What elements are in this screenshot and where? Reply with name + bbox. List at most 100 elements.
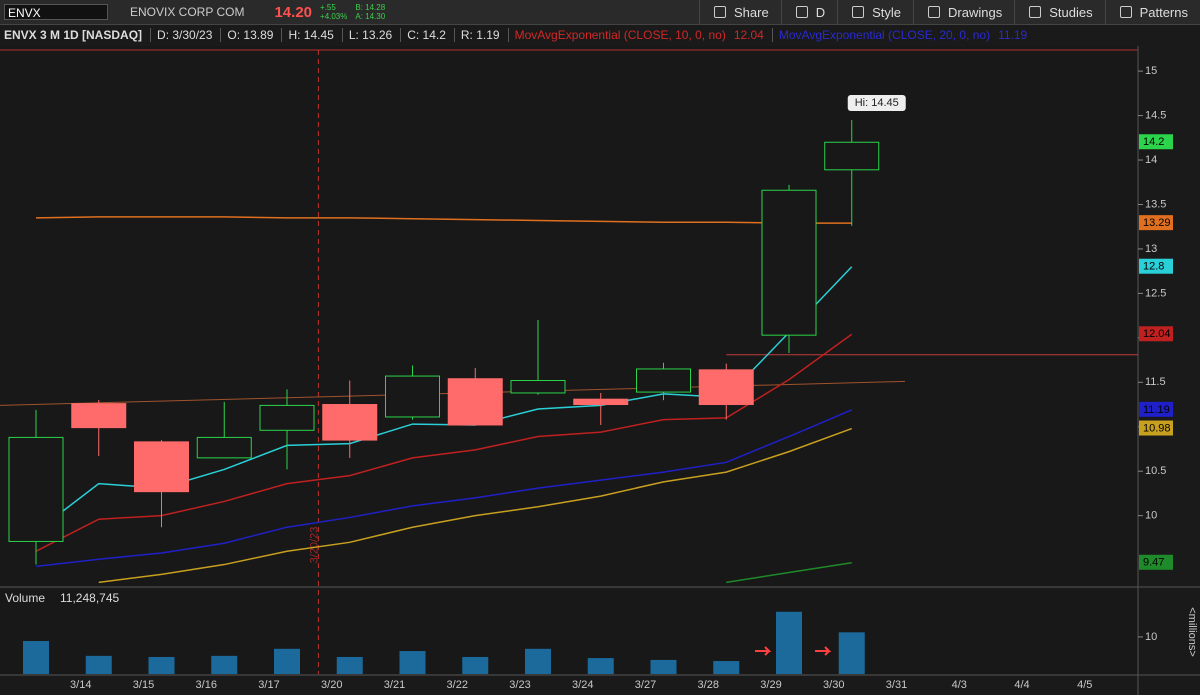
y-tick-label: 15 xyxy=(1145,65,1157,77)
x-tick-label: 3/24 xyxy=(572,679,593,691)
study-line xyxy=(35,333,853,552)
toolbar-button[interactable]: Patterns xyxy=(1104,0,1200,24)
arrow-icon xyxy=(815,646,832,656)
x-tick-label: 4/3 xyxy=(952,679,967,691)
price-label-box xyxy=(1139,258,1173,274)
toolbar-button[interactable]: Studies xyxy=(1014,0,1104,24)
x-tick-label: 3/27 xyxy=(635,679,656,691)
x-tick-label: 3/29 xyxy=(760,679,781,691)
y-tick-label: 14 xyxy=(1145,154,1157,166)
volume-panel xyxy=(0,590,1138,674)
study-line xyxy=(98,427,853,584)
y-tick-label: 14.5 xyxy=(1145,109,1166,121)
toolbar-button[interactable]: D xyxy=(780,0,837,24)
candle-body xyxy=(761,189,817,336)
price-label: 14.2 xyxy=(1143,136,1164,148)
ohlc-field: L: 13.26 xyxy=(341,28,392,42)
company-name: ENOVIX CORP COM xyxy=(130,5,245,19)
price-panel xyxy=(0,46,1138,586)
arrow-icon xyxy=(755,646,772,656)
volume-bar xyxy=(525,648,551,674)
bid-ask: B: 14.28 A: 14.30 xyxy=(355,3,385,21)
price-label: 11.19 xyxy=(1143,404,1170,416)
x-tick-label: 3/30 xyxy=(823,679,844,691)
price-label: 10.98 xyxy=(1143,422,1171,434)
candle-body xyxy=(447,378,503,426)
toolbar-buttons: Share D Style Drawings Studies Patterns xyxy=(699,0,1200,24)
volume-bar xyxy=(462,656,489,674)
y-tick-label: 12.5 xyxy=(1145,287,1166,299)
chart-symbol: ENVX 3 M 1D [NASDAQ] xyxy=(4,28,143,42)
volume-bar xyxy=(838,632,865,674)
study-line xyxy=(35,409,853,568)
volume-value: 11,248,745 xyxy=(60,591,119,605)
price-label: 13.29 xyxy=(1143,217,1171,229)
toolbar: ENVX ENOVIX CORP COM 14.20 +.55 +4.03% B:… xyxy=(0,0,1200,25)
candle-body xyxy=(196,436,252,459)
x-tick-label: 4/4 xyxy=(1014,679,1029,691)
candle-body xyxy=(698,369,754,406)
x-tick-label: 3/14 xyxy=(70,679,91,691)
x-tick-label: 4/5 xyxy=(1077,679,1092,691)
volume-title: Volume xyxy=(5,591,45,605)
ohlc-field: R: 1.19 xyxy=(453,28,500,42)
study-name: MovAvgExponential (CLOSE, 20, 0, no) xyxy=(771,28,990,42)
candle-body xyxy=(573,398,629,406)
price-label: 12.04 xyxy=(1143,328,1171,340)
volume-bar xyxy=(776,611,802,674)
candle-body xyxy=(636,368,691,393)
x-tick-label: 3/21 xyxy=(384,679,405,691)
x-tick-label: 3/28 xyxy=(698,679,719,691)
y-tick-label: 13 xyxy=(1145,243,1157,255)
high-label: Hi: 14.45 xyxy=(855,97,899,109)
toolbar-button[interactable]: Drawings xyxy=(913,0,1014,24)
symbol-input[interactable]: ENVX xyxy=(4,4,108,20)
x-tick-label: 3/22 xyxy=(447,679,468,691)
y-axis-label: <millions> xyxy=(1186,607,1198,657)
volume-bar xyxy=(211,655,238,674)
date-marker-label: 3/20/23 xyxy=(308,527,320,564)
toolbar-button[interactable]: Share xyxy=(699,0,781,24)
volume-bar xyxy=(274,648,300,674)
volume-bar xyxy=(336,656,363,674)
price-label-box xyxy=(1139,326,1173,342)
price-label-box xyxy=(1139,554,1173,570)
volume-bar xyxy=(85,655,112,674)
x-tick-label: 3/16 xyxy=(196,679,217,691)
study-value: 11.19 xyxy=(998,28,1028,42)
last-price: 14.20 xyxy=(274,3,313,21)
candle-body xyxy=(322,404,378,441)
price-label: 12.8 xyxy=(1143,261,1164,273)
x-tick-label: 3/15 xyxy=(133,679,154,691)
price-label-box xyxy=(1139,401,1173,417)
volume-bar xyxy=(148,656,175,674)
study-value: 12.04 xyxy=(733,28,764,42)
y-tick-label: 10.5 xyxy=(1145,465,1166,477)
y-tick-label: 13.5 xyxy=(1145,198,1166,210)
price-label: 9.47 xyxy=(1143,557,1164,569)
x-tick-label: 3/31 xyxy=(886,679,907,691)
ohlc-field: H: 14.45 xyxy=(281,28,334,42)
volume-bar xyxy=(587,658,614,674)
price-label-box xyxy=(1139,134,1173,150)
candle-body xyxy=(134,441,189,493)
x-tick-label: 3/23 xyxy=(509,679,530,691)
ask: A: 14.30 xyxy=(355,12,386,21)
y-tick-label: 11.5 xyxy=(1145,376,1166,388)
study-line xyxy=(726,562,852,584)
candle-body xyxy=(824,141,880,171)
volume-bar xyxy=(399,651,426,674)
study-line xyxy=(35,216,852,224)
ohlc-field: O: 13.89 xyxy=(220,28,273,42)
volume-bar xyxy=(713,661,740,674)
candle-body xyxy=(259,404,315,431)
ohlc-field: D: 3/30/23 xyxy=(150,28,212,42)
volume-bar xyxy=(23,641,49,674)
candle-body xyxy=(385,375,440,418)
toolbar-button[interactable]: Style xyxy=(837,0,913,24)
x-tick-label: 3/17 xyxy=(258,679,279,691)
y-tick-label: 10 xyxy=(1145,510,1157,522)
x-tick-label: 3/20 xyxy=(321,679,342,691)
